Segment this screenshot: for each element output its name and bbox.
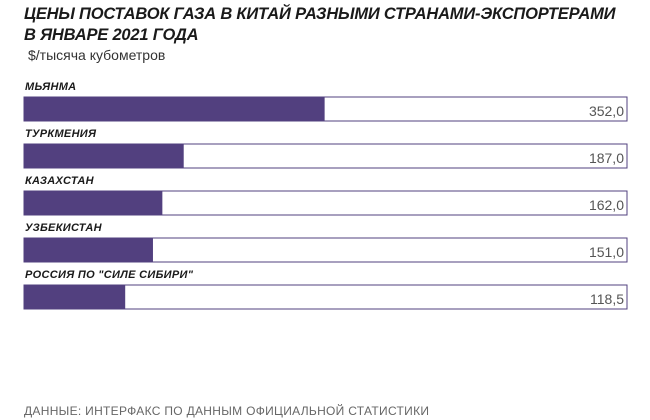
data-label: 162,0: [589, 197, 624, 213]
bar-chart: МЬЯНМА 352,0 ТУРКМЕНИЯ 187,0 КАЗАХСТАН 162,0 У…: [23, 81, 628, 310]
category-label: РОССИЯ ПО "СИЛЕ СИБИРИ": [25, 269, 194, 281]
chart-title-line-2: В ЯНВАРЕ 2021 ГОДА: [24, 26, 199, 44]
data-label: 187,0: [589, 150, 624, 166]
source-note: ДАННЫЕ: ИНТЕРФАКС ПО ДАННЫМ ОФИЦИАЛЬНОЙ …: [24, 404, 430, 418]
bar: [24, 144, 184, 168]
bar: [24, 97, 325, 121]
bar: [24, 285, 126, 309]
bar: [24, 238, 153, 262]
bar: [24, 191, 163, 215]
category-label: МЬЯНМА: [25, 81, 76, 93]
category-label: УЗБЕКИСТАН: [25, 222, 103, 234]
chart-title-line-1: ЦЕНЫ ПОСТАВОК ГАЗА В КИТАЙ РАЗНЫМИ СТРАН…: [24, 5, 616, 23]
unit-label: $/тысяча кубометров: [28, 47, 166, 63]
data-label: 352,0: [589, 103, 624, 119]
data-label: 118,5: [590, 291, 624, 307]
chart-title: ЦЕНЫ ПОСТАВОК ГАЗА В КИТАЙ РАЗНЫМИ СТРАН…: [24, 4, 634, 46]
category-label: КАЗАХСТАН: [25, 175, 95, 187]
category-label: ТУРКМЕНИЯ: [25, 128, 97, 140]
data-label: 151,0: [589, 244, 624, 260]
